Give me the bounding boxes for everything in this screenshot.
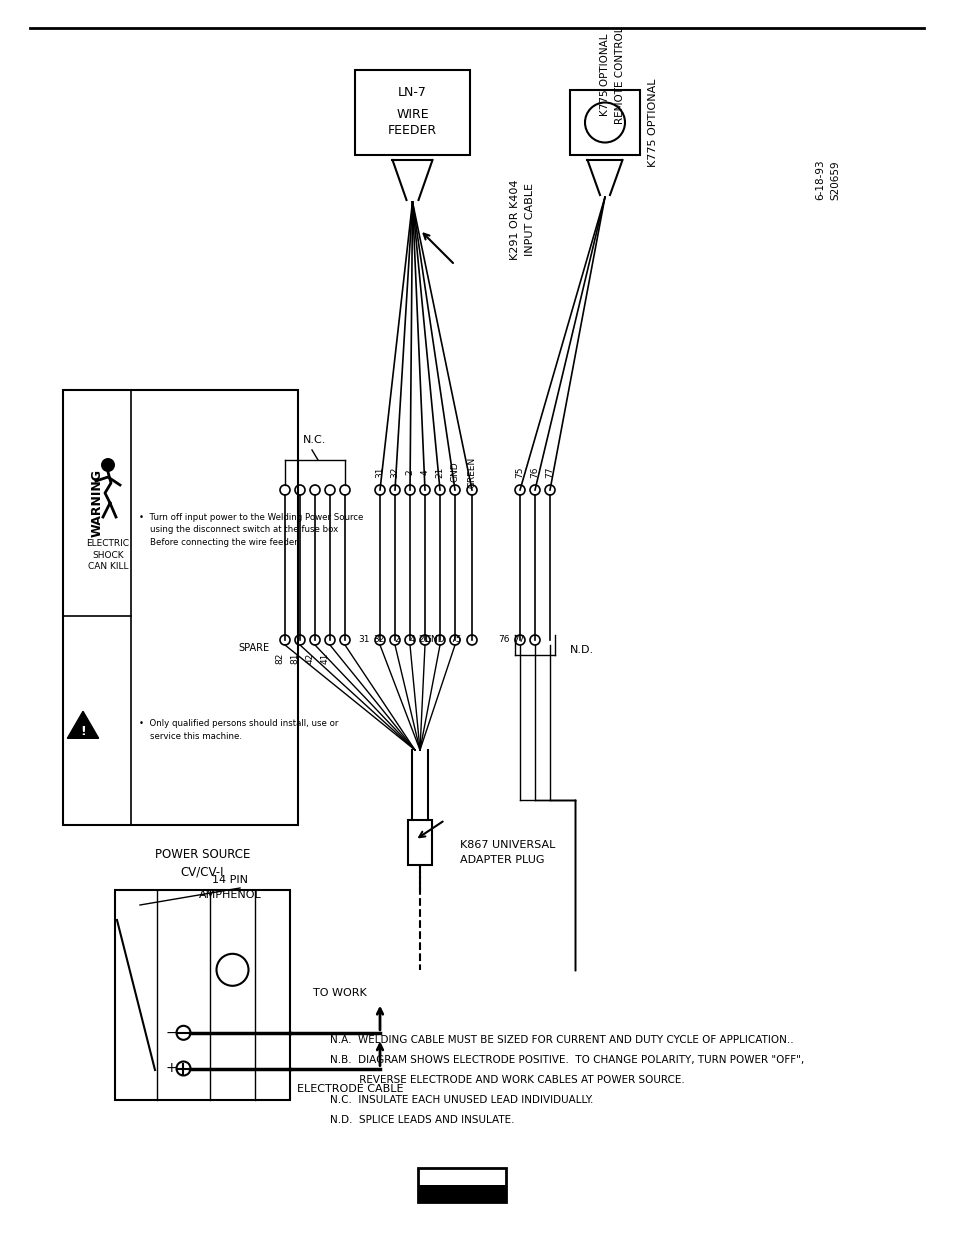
Text: 32: 32 (374, 636, 385, 645)
Text: N.A.  WELDING CABLE MUST BE SIZED FOR CURRENT AND DUTY CYCLE OF APPLICATION..: N.A. WELDING CABLE MUST BE SIZED FOR CUR… (330, 1035, 793, 1045)
Text: GND: GND (424, 636, 444, 645)
Bar (408, 820, 432, 864)
Text: 4: 4 (420, 469, 429, 474)
Text: 42: 42 (305, 652, 314, 663)
Text: !: ! (80, 725, 86, 737)
Text: N.D.  SPLICE LEADS AND INSULATE.: N.D. SPLICE LEADS AND INSULATE. (330, 1115, 514, 1125)
Text: FEEDER: FEEDER (388, 124, 436, 137)
Text: 75: 75 (515, 467, 524, 478)
Bar (63, 390, 297, 825)
Text: 77: 77 (513, 636, 524, 645)
Polygon shape (68, 711, 98, 739)
Bar (417, 1168, 505, 1202)
Text: LN-7: LN-7 (397, 85, 427, 99)
Text: REVERSE ELECTRODE AND WORK CABLES AT POWER SOURCE.: REVERSE ELECTRODE AND WORK CABLES AT POW… (330, 1074, 684, 1086)
Text: TO WORK: TO WORK (313, 988, 367, 998)
Text: ELECTRIC
SHOCK
CAN KILL: ELECTRIC SHOCK CAN KILL (87, 540, 130, 571)
Text: INPUT CABLE: INPUT CABLE (524, 184, 535, 257)
Text: K867 UNIVERSAL: K867 UNIVERSAL (459, 840, 555, 850)
Text: CV/CV-I: CV/CV-I (180, 866, 224, 878)
Text: AMPHENOL: AMPHENOL (198, 890, 261, 900)
Text: 76: 76 (498, 636, 510, 645)
Text: +: + (166, 1062, 177, 1076)
Text: 21: 21 (435, 467, 444, 478)
Bar (355, 70, 470, 156)
Text: POWER SOURCE: POWER SOURCE (154, 848, 250, 862)
Text: 4: 4 (409, 636, 415, 645)
Text: K775 OPTIONAL: K775 OPTIONAL (647, 78, 658, 167)
Text: 75: 75 (450, 636, 461, 645)
Text: ®: ® (497, 1191, 504, 1199)
Text: N.D.: N.D. (569, 645, 594, 655)
Text: SPARE: SPARE (238, 643, 270, 653)
Text: −: − (166, 1026, 177, 1040)
Text: 31: 31 (375, 467, 384, 478)
Text: 6-18-93: 6-18-93 (814, 159, 824, 200)
Text: 77: 77 (545, 467, 554, 478)
Text: 14 PIN: 14 PIN (212, 876, 248, 885)
Text: 41: 41 (320, 652, 329, 663)
Text: ADAPTER PLUG: ADAPTER PLUG (459, 855, 544, 864)
Text: 81: 81 (291, 652, 299, 663)
Text: 76: 76 (530, 467, 539, 478)
Text: WARNING: WARNING (91, 469, 103, 537)
Text: ELECTRIC: ELECTRIC (432, 1172, 491, 1182)
Text: LINCOLN: LINCOLN (435, 1188, 489, 1198)
Bar (417, 1186, 505, 1202)
Text: 2: 2 (394, 636, 399, 645)
Text: •  Turn off input power to the Welding Power Source
    using the disconnect swi: • Turn off input power to the Welding Po… (139, 513, 363, 547)
Text: N.B.  DIAGRAM SHOWS ELECTRODE POSITIVE.  TO CHANGE POLARITY, TURN POWER "OFF",: N.B. DIAGRAM SHOWS ELECTRODE POSITIVE. T… (330, 1055, 803, 1065)
Text: 21: 21 (418, 636, 430, 645)
Text: GND: GND (450, 462, 459, 483)
Text: REMOTE CONTROL: REMOTE CONTROL (615, 26, 624, 124)
Bar (115, 890, 290, 1100)
Text: WIRE: WIRE (395, 107, 428, 121)
Text: •  Only qualified persons should install, use or
    service this machine.: • Only qualified persons should install,… (139, 719, 338, 741)
Text: N.C.  INSULATE EACH UNUSED LEAD INDIVIDUALLY.: N.C. INSULATE EACH UNUSED LEAD INDIVIDUA… (330, 1095, 593, 1105)
Text: GREEN: GREEN (467, 457, 476, 488)
Text: 32: 32 (390, 467, 399, 478)
Bar (569, 90, 639, 156)
Circle shape (101, 458, 115, 472)
Text: K291 OR K404: K291 OR K404 (510, 180, 519, 261)
Text: S20659: S20659 (829, 161, 840, 200)
Text: N.C.: N.C. (303, 435, 326, 445)
Text: K775 OPTIONAL: K775 OPTIONAL (599, 33, 609, 116)
Text: 82: 82 (275, 652, 284, 663)
Text: ELECTRODE CABLE: ELECTRODE CABLE (296, 1083, 403, 1093)
Text: 2: 2 (405, 469, 414, 474)
Text: 31: 31 (358, 636, 370, 645)
